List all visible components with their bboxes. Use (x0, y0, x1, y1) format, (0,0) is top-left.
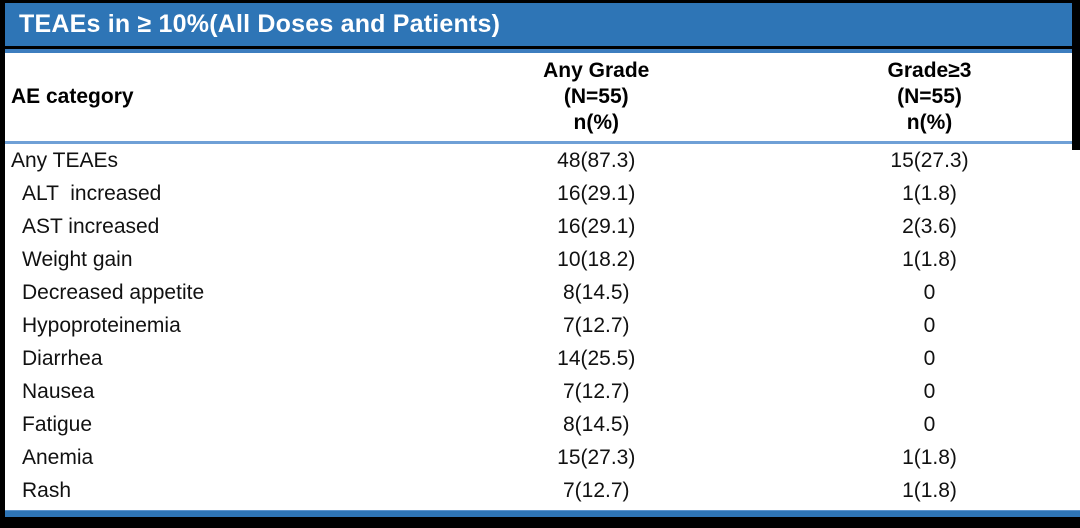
ae-category-cell: Nausea (22, 379, 95, 403)
table-row: Rash 7(12.7) 1(1.8) (5, 474, 1080, 507)
header-row: AE category Any Grade (N=55) n(%) Grade≥… (5, 53, 1080, 144)
grade-ge3-cell: 0 (923, 379, 936, 403)
ae-category-cell: Weight gain (22, 247, 133, 271)
ae-category-cell: Diarrhea (22, 346, 103, 370)
grade-ge3-cell: 1(1.8) (902, 181, 957, 205)
table-row: Diarrhea 14(25.5) 0 (5, 342, 1080, 375)
table-row: Weight gain 10(18.2) 1(1.8) (5, 243, 1080, 276)
table-row: Nausea 7(12.7) 0 (5, 375, 1080, 408)
grade-ge3-cell: 1(1.8) (902, 478, 957, 502)
grade-ge3-cell: 2(3.6) (902, 214, 957, 238)
table-row: Hypoproteinemia 7(12.7) 0 (5, 309, 1080, 342)
teae-table-header: AE category Any Grade (N=55) n(%) Grade≥… (5, 53, 1080, 144)
ae-category-cell: Any TEAEs (11, 148, 118, 172)
teae-table: AE category Any Grade (N=55) n(%) Grade≥… (5, 53, 1080, 507)
grade-ge3-cell: 0 (923, 280, 936, 304)
any-grade-cell: 8(14.5) (562, 412, 630, 436)
slide-canvas: TEAEs in ≥ 10%(All Doses and Patients) A… (5, 3, 1080, 517)
any-grade-cell: 7(12.7) (562, 313, 630, 337)
any-grade-cell: 8(14.5) (562, 280, 630, 304)
table-row: ALT increased 16(29.1) 1(1.8) (5, 177, 1080, 210)
grade-ge3-cell: 0 (923, 346, 936, 370)
title-underline-black (5, 46, 1080, 49)
grade-ge3-cell: 0 (923, 412, 936, 436)
any-grade-cell: 16(29.1) (557, 181, 636, 205)
ae-category-cell: Decreased appetite (22, 280, 205, 304)
any-grade-cell: 7(12.7) (562, 379, 630, 403)
any-grade-cell: 14(25.5) (557, 346, 636, 370)
grade-ge3-cell: 15(27.3) (890, 148, 969, 172)
table-row: Fatigue 8(14.5) 0 (5, 408, 1080, 441)
column-header-grade-ge3: Grade≥3 (N=55) n(%) (779, 53, 1080, 144)
ae-category-cell: ALT increased (22, 181, 162, 205)
table-row: Any TEAEs 48(87.3) 15(27.3) (5, 143, 1080, 178)
header-right-border (1072, 0, 1080, 150)
grade-ge3-cell: 1(1.8) (902, 445, 957, 469)
slide-title-bar: TEAEs in ≥ 10%(All Doses and Patients) (5, 3, 1080, 46)
title-underline-blue (5, 49, 1080, 53)
grade-ge3-cell: 1(1.8) (902, 247, 957, 271)
ae-category-cell: Rash (22, 478, 72, 502)
column-header-any-grade: Any Grade (N=55) n(%) (413, 53, 779, 144)
bottom-rule-blue (5, 510, 1080, 517)
any-grade-cell: 10(18.2) (557, 247, 636, 271)
ae-category-cell: Anemia (22, 445, 94, 469)
table-row: Decreased appetite 8(14.5) 0 (5, 276, 1080, 309)
any-grade-cell: 7(12.7) (562, 478, 630, 502)
ae-category-cell: Fatigue (22, 412, 93, 436)
ae-category-cell: AST increased (22, 214, 160, 238)
column-header-ae-category: AE category (5, 53, 414, 144)
any-grade-cell: 48(87.3) (557, 148, 636, 172)
table-row: Anemia 15(27.3) 1(1.8) (5, 441, 1080, 474)
ae-table-body: Any TEAEs 48(87.3) 15(27.3) ALT increase… (5, 143, 1080, 508)
ae-category-cell: Hypoproteinemia (22, 313, 181, 337)
any-grade-cell: 15(27.3) (557, 445, 636, 469)
table-row: AST increased 16(29.1) 2(3.6) (5, 210, 1080, 243)
any-grade-cell: 16(29.1) (557, 214, 636, 238)
grade-ge3-cell: 0 (923, 313, 936, 337)
